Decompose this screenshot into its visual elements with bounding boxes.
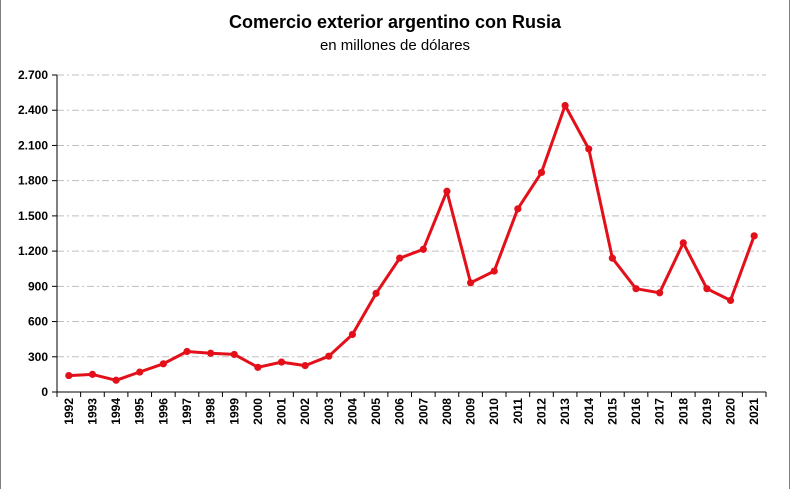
chart-subtitle: en millones de dólares (319, 37, 471, 54)
data-point (207, 349, 215, 357)
x-tick-label: 2007 (416, 398, 430, 425)
data-point (65, 371, 73, 380)
data-point (514, 205, 522, 213)
data-point (585, 145, 593, 153)
x-tick-label: 1998 (204, 398, 218, 425)
x-tick-label: 2020 (724, 398, 738, 425)
y-tick-label: 300 (28, 350, 48, 364)
data-point (254, 363, 262, 371)
x-tick-label: 2002 (298, 398, 312, 425)
x-tick-label: 2006 (393, 398, 407, 425)
x-tick-label: 2001 (275, 398, 289, 425)
y-tick-label: 1.500 (18, 209, 48, 223)
x-tick-label: 2018 (676, 398, 690, 425)
series-line (68, 104, 756, 382)
data-point (703, 285, 711, 293)
x-tick-label: 2003 (322, 398, 336, 425)
y-tick-label: 600 (28, 315, 48, 329)
data-point (443, 187, 451, 195)
data-point (750, 232, 758, 240)
x-axis: 1992 1993 1994 1995 1996 1997 1998 1999 2000 2001… (56, 391, 767, 425)
x-tick-label: 1992 (62, 398, 76, 425)
data-point (159, 360, 167, 368)
data-point (372, 289, 380, 297)
x-tick-label: 2004 (345, 398, 359, 425)
x-tick-label: 2010 (487, 398, 501, 425)
y-tick-label: 1.800 (18, 174, 48, 188)
x-tick-label: 2012 (534, 398, 548, 425)
data-point (466, 279, 475, 287)
y-tick-label: 1.200 (18, 244, 48, 258)
data-point (608, 254, 616, 262)
y-tick-label: 900 (28, 279, 48, 293)
x-tick-label: 2014 (582, 398, 596, 425)
x-tick-label: 2011 (511, 398, 525, 424)
data-point (490, 267, 498, 275)
x-tick-label: 1999 (227, 398, 241, 425)
x-tick-label: 2013 (558, 398, 572, 425)
x-tick-label: 2005 (369, 398, 383, 425)
data-point (632, 285, 640, 293)
data-point (230, 350, 238, 359)
x-tick-label: 1995 (133, 398, 147, 425)
x-tick-label: 2017 (653, 398, 667, 425)
x-tick-label: 2019 (700, 398, 714, 425)
data-point (419, 245, 427, 253)
x-tick-label: 2000 (251, 398, 265, 425)
y-tick-label: 2.100 (18, 138, 48, 152)
data-point (561, 101, 569, 110)
x-tick-label: 1997 (180, 398, 194, 425)
chart-title: Comercio exterior argentino con Rusia (228, 12, 562, 32)
data-point (537, 168, 546, 177)
data-point (88, 370, 97, 378)
x-tick-label: 2008 (440, 398, 454, 425)
y-tick-label: 0 (41, 385, 48, 399)
x-tick-label: 2009 (464, 398, 478, 425)
y-tick-label: 2.700 (18, 68, 48, 82)
data-point (301, 361, 309, 370)
data-point (396, 254, 404, 262)
data-point (679, 239, 687, 247)
x-tick-label: 1996 (156, 398, 170, 425)
data-point (656, 289, 664, 297)
x-tick-label: 2016 (629, 398, 643, 425)
y-axis: 0 300 600 900 1.200 1.500 1.800 2.100 2.400 2.700 (18, 68, 58, 399)
data-point (726, 296, 735, 305)
data-point (136, 368, 144, 376)
data-point (325, 352, 333, 360)
data-point (348, 330, 357, 339)
series-group (65, 101, 758, 384)
data-point (112, 376, 120, 384)
x-tick-label: 2015 (605, 398, 619, 425)
gridlines (57, 74, 766, 358)
data-point (183, 347, 191, 356)
y-tick-label: 2.400 (18, 103, 48, 117)
x-tick-label: 2021 (747, 398, 761, 425)
data-point (277, 358, 286, 366)
x-tick-label: 1994 (109, 398, 123, 425)
x-tick-label: 1993 (85, 398, 99, 425)
